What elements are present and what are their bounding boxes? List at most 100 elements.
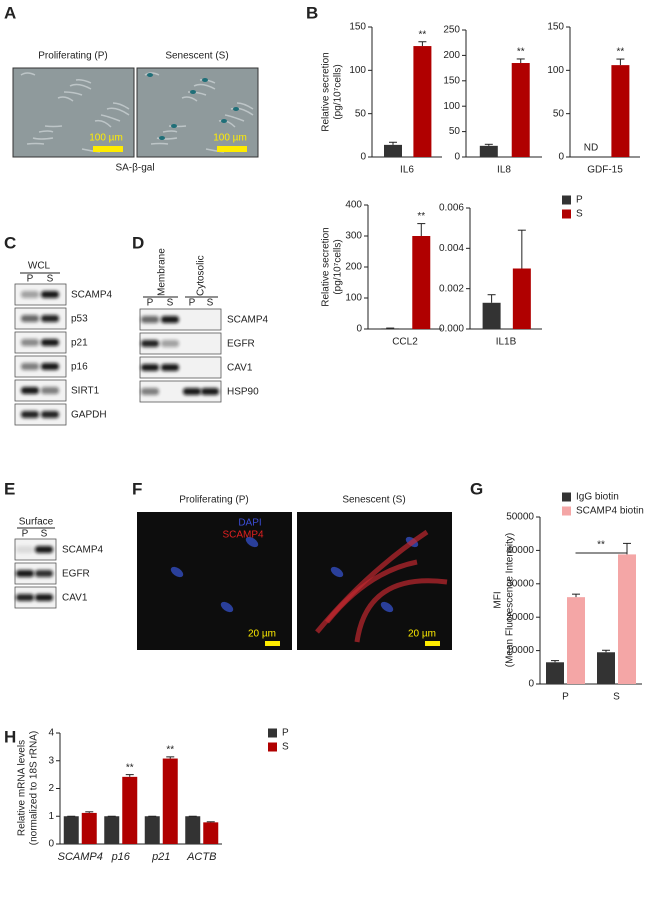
scale-label: 20 µm (408, 629, 436, 640)
cell (106, 107, 130, 116)
nucleus (170, 566, 184, 578)
x-tick-label: p21 (151, 851, 170, 863)
value-label: ND (584, 143, 598, 154)
y-tick-label: 200 (345, 262, 362, 273)
lane-label: P (27, 274, 34, 285)
bar (597, 652, 615, 684)
x-tick-label: S (613, 692, 620, 703)
band (35, 594, 53, 601)
y-tick-label: 1 (48, 811, 54, 822)
panel-letter: A (4, 3, 16, 22)
bar (567, 597, 585, 684)
lane-label: P (22, 529, 29, 540)
legend-label: P (576, 195, 583, 206)
fluorescence-image (137, 512, 292, 650)
band (183, 388, 201, 395)
stain (202, 78, 208, 82)
significance: ** (617, 47, 625, 58)
stain (147, 73, 153, 77)
x-tick-label: IL1B (496, 337, 517, 348)
scale-label: 100 µm (89, 133, 123, 144)
x-tick-label: P (562, 692, 569, 703)
cell (94, 119, 112, 128)
cell (100, 114, 121, 122)
nucleus (220, 601, 234, 613)
panel-letter: G (470, 479, 483, 498)
y-tick-label: 250 (443, 25, 460, 36)
y-tick-label: 4 (48, 728, 54, 739)
cell (162, 130, 178, 133)
legend-swatch (562, 492, 571, 502)
band (41, 363, 59, 370)
nucleus (330, 566, 344, 578)
bar (162, 758, 178, 844)
band (141, 364, 159, 371)
x-tick-label: IL6 (400, 165, 414, 176)
significance: ** (419, 29, 427, 40)
band (35, 570, 53, 577)
y-tick-label: 0.006 (439, 203, 464, 214)
band-label: SCAMP4 (71, 290, 113, 301)
band (141, 340, 159, 347)
blot-header: WCL (28, 261, 51, 272)
y-axis-label: (Mean Fluorescence Intensity) (505, 533, 516, 668)
cell (150, 142, 169, 145)
caption: SA-β-gal (115, 163, 154, 174)
band (201, 388, 219, 395)
blot-strip (14, 283, 67, 306)
y-tick-label: 100 (349, 65, 366, 76)
cell (63, 91, 83, 96)
bar (381, 328, 400, 329)
lane-label: S (41, 529, 48, 540)
band (35, 546, 53, 553)
band (21, 339, 39, 346)
bar (81, 812, 97, 844)
band-label: CAV1 (62, 593, 88, 604)
y-tick-label: 150 (349, 22, 366, 33)
panel-letter: D (132, 233, 144, 252)
scale-label: 20 µm (248, 629, 276, 640)
legend-label: IgG biotin (576, 492, 619, 503)
cell (57, 96, 74, 102)
band (41, 387, 59, 394)
cell (32, 137, 54, 140)
bar (122, 776, 138, 844)
stain (159, 136, 165, 140)
stain (171, 124, 177, 128)
bar (413, 46, 432, 157)
cell (20, 72, 36, 76)
blot-strip (139, 308, 222, 331)
bar (611, 65, 630, 157)
y-tick-label: 0 (528, 679, 534, 690)
cell (75, 79, 92, 84)
band (21, 291, 39, 298)
y-axis-label: (pg/10⁷cells) (333, 239, 344, 294)
band-label: p53 (71, 314, 88, 325)
y-tick-label: 100 (547, 65, 564, 76)
panel-letter: H (4, 727, 16, 746)
stain-label: SCAMP4 (222, 530, 264, 541)
band (161, 340, 179, 347)
band-label: p21 (71, 338, 88, 349)
nucleus (245, 536, 259, 548)
cell (112, 102, 130, 110)
y-tick-label: 0 (454, 152, 460, 163)
blot-strip (14, 355, 67, 378)
y-tick-label: 150 (443, 75, 460, 86)
bar (144, 816, 160, 844)
band-label: SCAMP4 (62, 545, 104, 556)
y-tick-label: 2 (48, 783, 54, 794)
y-tick-label: 0 (558, 152, 564, 163)
y-axis-label: Relative secretion (321, 227, 332, 306)
stain (190, 90, 196, 94)
cell (38, 130, 54, 133)
band-label: SIRT1 (71, 386, 100, 397)
legend-swatch (268, 728, 277, 738)
y-tick-label: 30000 (506, 578, 534, 589)
scale-bar (217, 146, 247, 152)
y-tick-label: 0 (356, 324, 362, 335)
band-label: GAPDH (71, 410, 107, 421)
y-tick-label: 50 (553, 108, 565, 119)
stain (233, 107, 239, 111)
band-label: HSP90 (227, 387, 259, 398)
